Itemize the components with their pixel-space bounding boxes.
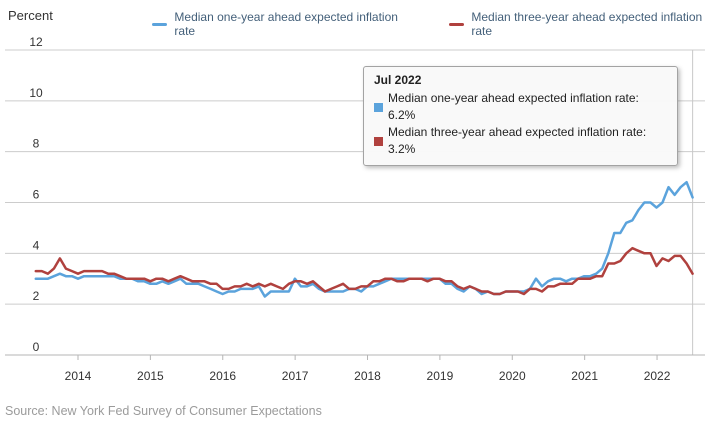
y-axis-label: 8 (33, 137, 40, 151)
x-axis-label: 2022 (644, 369, 671, 383)
series-swatch-icon (374, 102, 383, 112)
series-line-one-year[interactable] (34, 180, 694, 298)
legend-line-icon (448, 22, 465, 26)
x-axis-label: 2019 (427, 369, 454, 383)
source-note: Source: New York Fed Survey of Consumer … (5, 404, 322, 418)
y-axis-label: 6 (33, 187, 40, 201)
y-axis-label: 0 (33, 340, 40, 354)
y-axis-label: 12 (29, 35, 43, 49)
series-line-three-year[interactable] (34, 246, 694, 296)
x-axis-label: 2017 (282, 369, 309, 383)
tooltip-title: Jul 2022 (374, 73, 422, 87)
tooltip-row-one-year: Median one-year ahead expected inflation… (374, 90, 667, 124)
y-axis-label: 2 (33, 289, 40, 303)
chart-plot-area[interactable]: 0 2 4 6 8 10 12 2014 2015 2016 2017 2018 2019 2020 202… (0, 0, 717, 400)
chart-legend: Median one-year ahead expected inflation… (152, 10, 717, 38)
x-axis-label: 2020 (499, 369, 526, 383)
series-swatch-icon (374, 136, 383, 146)
tooltip-row-text: Median one-year ahead expected inflation… (388, 91, 639, 122)
legend-item-three-year[interactable]: Median three-year ahead expected inflati… (448, 10, 717, 38)
x-axis-label: 2016 (209, 369, 236, 383)
y-axis-label: 10 (29, 86, 43, 100)
x-axis-label: 2021 (571, 369, 598, 383)
tooltip-row-three-year: Median three-year ahead expected inflati… (374, 124, 667, 158)
x-axis-label: 2015 (137, 369, 164, 383)
legend-label: Median three-year ahead expected inflati… (471, 10, 703, 38)
legend-line-icon (152, 22, 168, 26)
x-axis-label: 2018 (354, 369, 381, 383)
y-axis-title: Percent (8, 8, 53, 23)
tooltip-row-text: Median three-year ahead expected inflati… (388, 125, 647, 156)
legend-label: Median one-year ahead expected inflation… (174, 10, 398, 38)
hover-tooltip: Jul 2022 Median one-year ahead expected … (363, 66, 678, 166)
legend-item-one-year[interactable]: Median one-year ahead expected inflation… (152, 10, 413, 38)
y-axis-label: 4 (33, 238, 40, 252)
x-axis-label: 2014 (65, 369, 92, 383)
